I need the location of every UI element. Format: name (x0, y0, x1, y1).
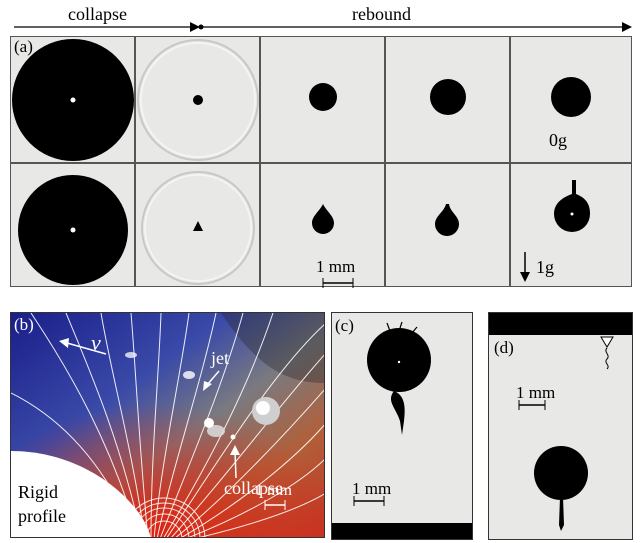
droplet-c (332, 321, 472, 539)
frame-a9 (385, 163, 510, 287)
frame-a3 (260, 36, 385, 163)
rigid-label: Rigid (18, 482, 59, 502)
frame-a1 (10, 36, 135, 163)
panel-a-label: (a) (14, 37, 33, 56)
collapse-header: collapse (68, 4, 127, 24)
jet-label: jet (211, 348, 229, 368)
gravity-arrow (520, 252, 530, 282)
header-arrows (14, 22, 632, 32)
droplet-d (489, 313, 632, 531)
one-g-label: 1g (536, 257, 554, 277)
scale-label-a: 1 mm (316, 257, 356, 276)
velocity-label: v (91, 330, 101, 355)
rebound-header: rebound (352, 4, 411, 24)
panel-c-label: (c) (335, 316, 354, 335)
frame-a10 (510, 163, 632, 287)
scale-label-b: 1 mm (255, 482, 292, 499)
panel-d-label: (d) (494, 338, 514, 357)
panel-b: (b) v jet collapse 1 mm Rigid profile (10, 312, 325, 538)
collapse-label: collapse (224, 478, 283, 498)
frame-a5 (510, 36, 632, 163)
panel-d: (d) 1 mm (488, 312, 633, 540)
scale-bar-a (322, 278, 354, 288)
flow-field (11, 313, 324, 537)
scale-label-d: 1 mm (516, 383, 556, 402)
frame-a6 (10, 163, 135, 287)
panel-b-label: (b) (14, 315, 34, 334)
zero-g-label: 0g (549, 130, 567, 150)
frame-a2 (135, 36, 260, 163)
frame-a7 (135, 163, 260, 287)
scale-label-c: 1 mm (352, 479, 392, 498)
panel-c: (c) 1 mm (331, 312, 473, 540)
frame-a4 (385, 36, 510, 163)
profile-label: profile (18, 506, 66, 526)
